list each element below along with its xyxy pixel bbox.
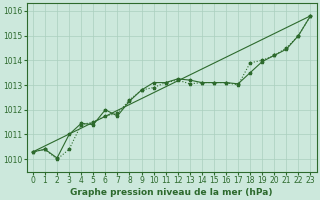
X-axis label: Graphe pression niveau de la mer (hPa): Graphe pression niveau de la mer (hPa): [70, 188, 273, 197]
